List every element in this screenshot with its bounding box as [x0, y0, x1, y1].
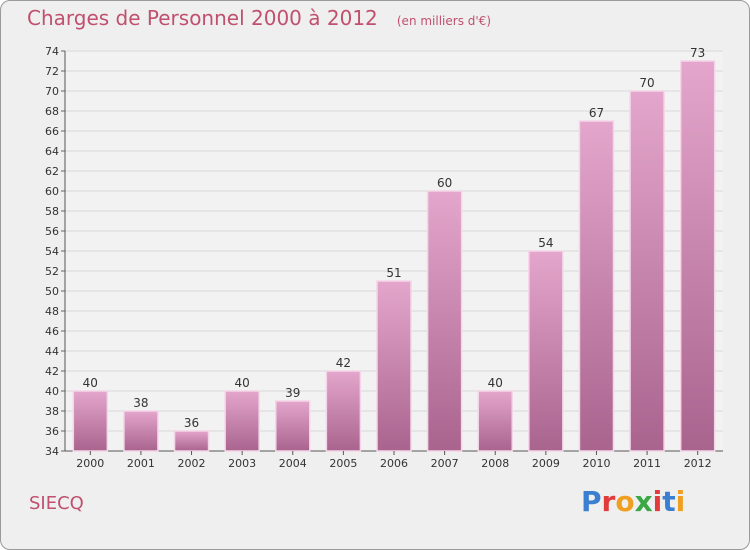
bar-value-label: 42: [336, 356, 351, 370]
y-tick-label: 48: [45, 305, 59, 318]
x-tick-label: 2006: [380, 457, 408, 470]
bar-value-label: 40: [488, 376, 503, 390]
logo-letter: P: [581, 485, 602, 518]
bar: [72, 390, 109, 452]
bar: [376, 280, 412, 452]
y-tick-label: 34: [45, 445, 59, 458]
logo-letter: i: [652, 485, 663, 518]
x-tick-label: 2012: [684, 457, 712, 470]
x-tick-label: 2009: [532, 457, 560, 470]
bar-value-label: 73: [690, 46, 705, 60]
bar-value-label: 39: [285, 386, 300, 400]
logo-letter: x: [634, 485, 653, 518]
bar-value-label: 38: [133, 396, 148, 410]
y-tick-label: 42: [45, 365, 59, 378]
commune-name: SIECQ: [29, 493, 84, 514]
x-tick-label: 2004: [279, 457, 307, 470]
bar-value-label: 70: [639, 76, 654, 90]
y-tick-label: 40: [45, 385, 59, 398]
x-tick-label: 2010: [582, 457, 610, 470]
proxiti-logo[interactable]: Proxiti: [581, 485, 685, 518]
x-tick-label: 2008: [481, 457, 509, 470]
bar-value-label: 60: [437, 176, 452, 190]
bar: [224, 390, 260, 452]
logo-letter: i: [675, 485, 686, 518]
y-tick-label: 60: [45, 185, 59, 198]
y-tick-label: 52: [45, 265, 59, 278]
y-tick-label: 72: [45, 65, 59, 78]
x-tick-label: 2007: [431, 457, 459, 470]
y-tick-label: 70: [45, 85, 59, 98]
x-tick-label: 2011: [633, 457, 661, 470]
logo-letter: r: [601, 485, 616, 518]
bar: [679, 60, 716, 452]
bar: [325, 370, 362, 452]
x-tick-label: 2005: [329, 457, 357, 470]
x-tick-label: 2002: [178, 457, 206, 470]
bar: [477, 390, 513, 452]
x-tick-label: 2000: [76, 457, 104, 470]
bar: [275, 400, 311, 452]
bar: [528, 250, 564, 452]
y-tick-label: 58: [45, 205, 59, 218]
title-block: Charges de Personnel 2000 à 2012 (en mil…: [27, 6, 491, 30]
x-tick-label: 2003: [228, 457, 256, 470]
y-tick-label: 64: [45, 145, 59, 158]
bar: [426, 190, 463, 452]
y-tick-label: 62: [45, 165, 59, 178]
y-tick-label: 38: [45, 405, 59, 418]
logo-letter: o: [615, 485, 635, 518]
bar: [629, 90, 665, 452]
bar: [578, 120, 615, 452]
chart-title: Charges de Personnel 2000 à 2012: [27, 6, 378, 30]
y-tick-label: 68: [45, 105, 59, 118]
y-tick-label: 36: [45, 425, 59, 438]
y-tick-label: 44: [45, 345, 59, 358]
bar-value-label: 40: [83, 376, 98, 390]
y-tick-label: 54: [45, 245, 59, 258]
logo-letter: t: [662, 485, 676, 518]
y-tick-label: 50: [45, 285, 59, 298]
bar: [173, 430, 210, 452]
bar: [123, 410, 159, 452]
y-tick-label: 74: [45, 45, 59, 58]
y-tick-label: 46: [45, 325, 59, 338]
bar-value-label: 40: [235, 376, 250, 390]
chart-subtitle: (en milliers d'€): [396, 14, 491, 28]
bar-value-label: 67: [589, 106, 604, 120]
y-tick-label: 66: [45, 125, 59, 138]
x-tick-label: 2001: [127, 457, 155, 470]
bar-value-label: 36: [184, 416, 199, 430]
bar-value-label: 51: [386, 266, 401, 280]
y-tick-label: 56: [45, 225, 59, 238]
bar-value-label: 54: [538, 236, 553, 250]
